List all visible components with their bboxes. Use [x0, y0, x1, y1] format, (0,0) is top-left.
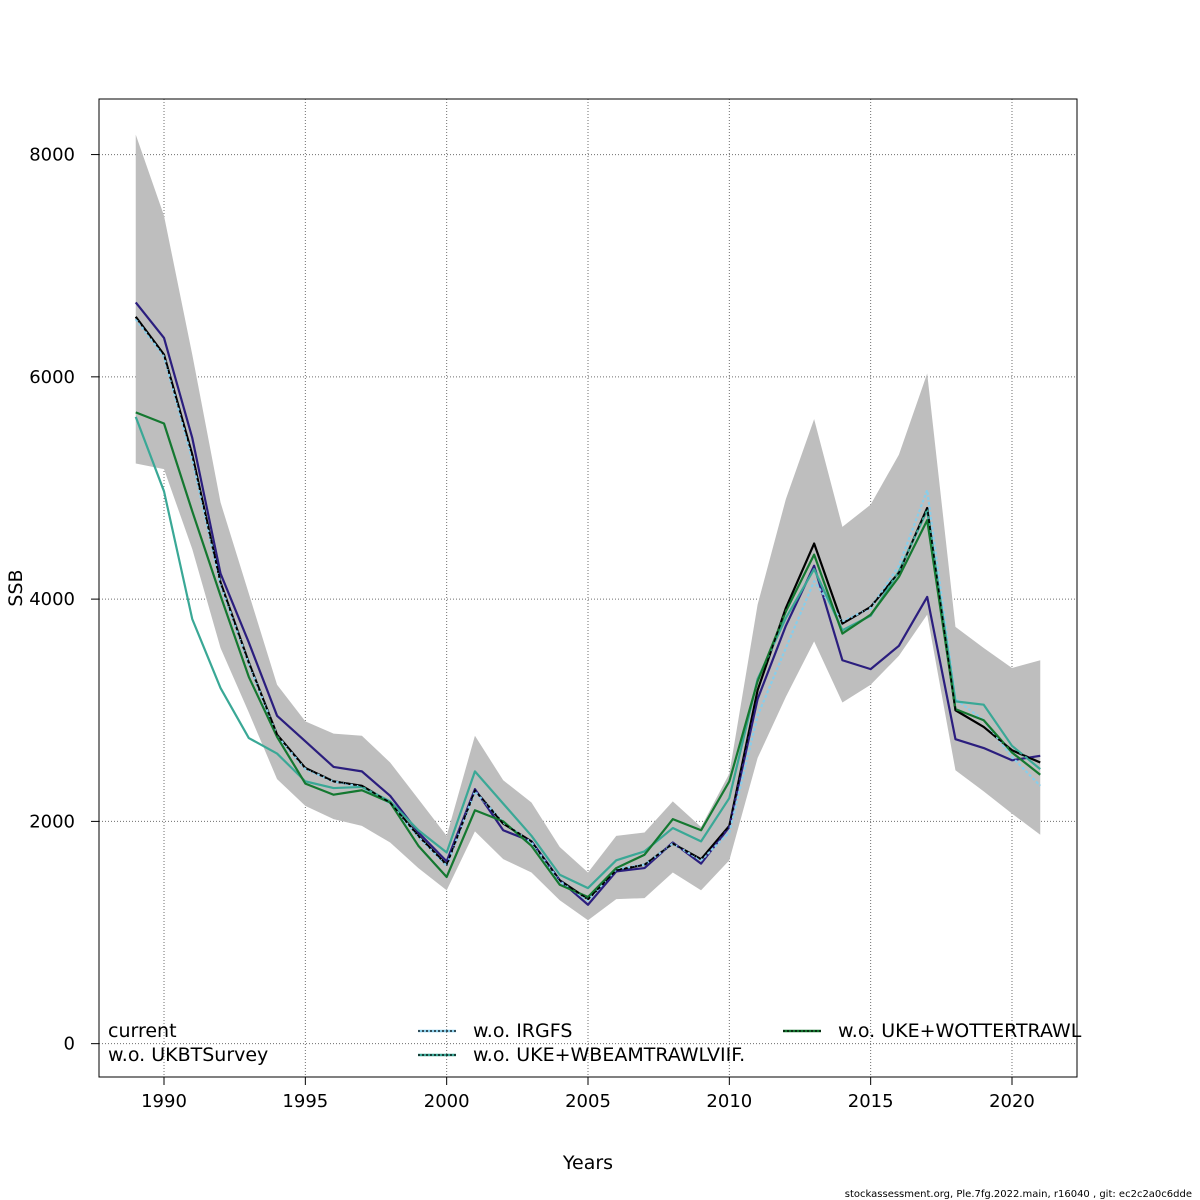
y-tick-label: 8000 — [29, 145, 75, 166]
x-tick-label: 2020 — [989, 1091, 1035, 1112]
axes: 1990 1995 2000 2005 2010 2015 2020 0 2000 4000 600… — [29, 145, 1035, 1112]
legend-label: w.o. UKE+WOTTERTRAWL — [838, 1020, 1082, 1042]
legend-label: w.o. UKE+WBEAMTRAWLVIIF. — [473, 1044, 745, 1066]
confidence-band-layer — [135, 134, 1041, 921]
x-tick-label: 2015 — [848, 1091, 894, 1112]
legend-label: current — [108, 1020, 177, 1042]
x-tick-label: 1990 — [141, 1091, 187, 1112]
x-axis-title: Years — [562, 1152, 613, 1174]
y-tick-label: 2000 — [29, 811, 75, 832]
series-line-w-o-uke-wottertrawl — [135, 411, 1041, 899]
footer-note: stockassessment.org, Ple.7fg.2022.main, … — [845, 1189, 1192, 1200]
series-line-w-o-ukbtsurvey — [134, 301, 1041, 906]
x-tick-label: 2000 — [424, 1091, 470, 1112]
x-tick-label: 2010 — [706, 1091, 752, 1112]
series-line-w-o-uke-wbeamtrawlviif- — [134, 416, 1041, 890]
y-tick-label: 6000 — [29, 367, 75, 388]
confidence-band — [135, 134, 1041, 921]
series-line-w-o-irgfs — [134, 318, 1042, 902]
y-axis-title: SSB — [5, 569, 27, 606]
y-tick-label: 4000 — [29, 589, 75, 610]
x-tick-label: 2005 — [565, 1091, 611, 1112]
grid — [99, 99, 1077, 1077]
series-layer — [134, 301, 1042, 906]
series-line-current-overlay — [135, 316, 1041, 900]
legend-label: w.o. UKBTSurvey — [108, 1044, 268, 1066]
x-tick-label: 1995 — [282, 1091, 328, 1112]
y-tick-label: 0 — [64, 1034, 75, 1055]
legend-label: w.o. IRGFS — [473, 1020, 572, 1042]
